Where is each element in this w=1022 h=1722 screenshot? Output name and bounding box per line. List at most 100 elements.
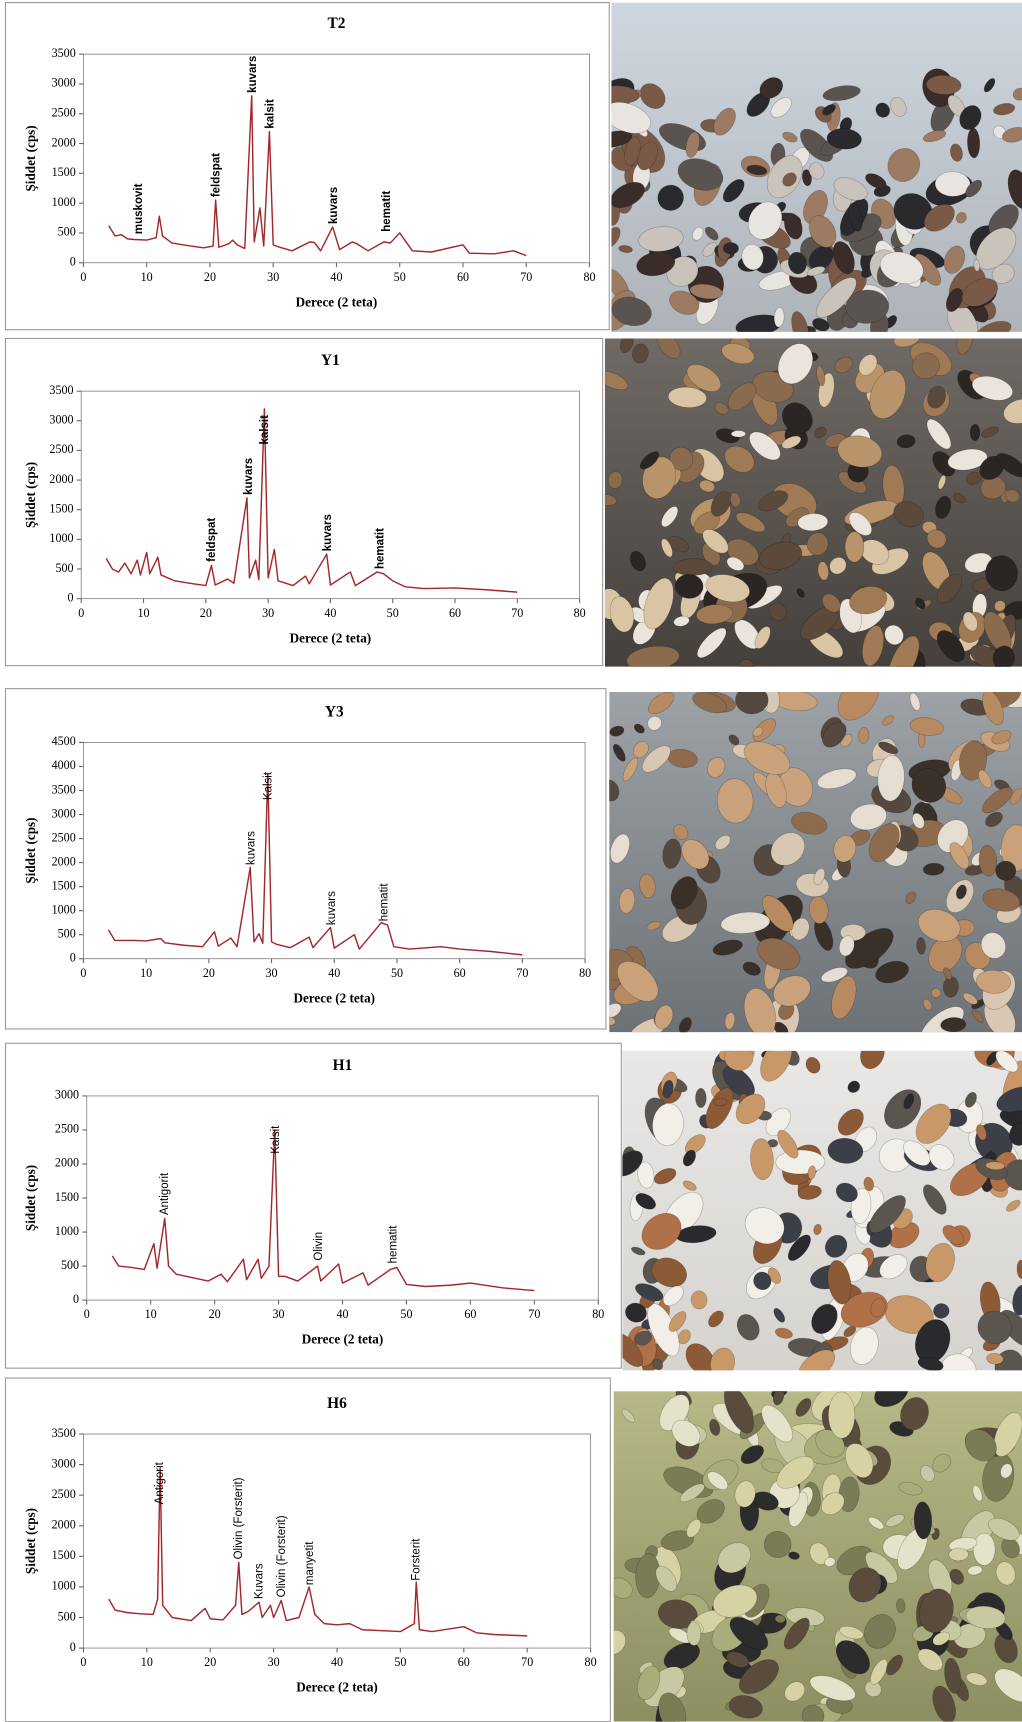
y-tick-label: 2500	[49, 442, 73, 456]
y-axis-title: Şiddet (cps)	[23, 1165, 38, 1231]
x-tick-label: 40	[336, 1307, 348, 1321]
y-tick-label: 3000	[52, 806, 76, 820]
y-tick-label: 0	[70, 950, 76, 964]
grain	[828, 1392, 855, 1439]
x-tick-label: 10	[137, 606, 149, 620]
x-tick-label: 10	[141, 270, 153, 284]
x-axis-title: Derece (2 teta)	[290, 630, 372, 645]
chart-title: T2	[327, 15, 345, 32]
y-tick-label: 1000	[52, 195, 76, 209]
photo	[599, 1372, 1022, 1722]
peak-label: kalsit	[265, 99, 277, 129]
x-tick-label: 50	[400, 1307, 412, 1321]
chart-title: Y3	[325, 703, 344, 720]
y-tick-label: 3500	[49, 383, 73, 397]
photo	[593, 323, 1022, 689]
photo	[588, 3, 1022, 348]
grain	[735, 686, 768, 715]
chart-title: H6	[327, 1395, 347, 1412]
y-tick-label: 1500	[49, 501, 73, 515]
x-tick-label: 20	[200, 606, 212, 620]
y-tick-label: 500	[58, 1609, 76, 1623]
x-tick-label: 80	[585, 1655, 597, 1669]
x-tick-label: 20	[204, 1655, 216, 1669]
panel-frame	[5, 3, 609, 330]
y-tick-label: 4500	[52, 734, 76, 748]
peak-label: feldspat	[206, 518, 218, 562]
y-tick-label: 0	[73, 1292, 79, 1306]
grain	[970, 424, 980, 440]
y-tick-label: 2500	[52, 830, 76, 844]
y-tick-label: 2000	[52, 854, 76, 868]
x-axis-title: Derece (2 teta)	[296, 294, 378, 309]
grain	[949, 1548, 969, 1561]
grain	[739, 659, 754, 671]
peak-label: kuvars	[247, 56, 259, 93]
y-tick-label: 1000	[52, 902, 76, 916]
y-tick-label: 0	[68, 590, 74, 604]
x-tick-label: 50	[387, 606, 399, 620]
y-tick-label: 3000	[52, 76, 76, 90]
peak-label: Kalsit	[262, 771, 274, 800]
x-tick-label: 60	[458, 1655, 470, 1669]
y-tick-label: 500	[55, 561, 73, 575]
peak-label: Antigorit	[159, 1172, 171, 1215]
x-tick-label: 0	[80, 966, 86, 980]
x-tick-label: 80	[583, 270, 595, 284]
x-tick-label: 20	[203, 966, 215, 980]
x-tick-label: 80	[592, 1307, 604, 1321]
peak-label: Olivin (Forsterit)	[233, 1477, 245, 1559]
x-tick-label: 30	[266, 966, 278, 980]
x-tick-label: 60	[454, 966, 466, 980]
x-tick-label: 10	[145, 1307, 157, 1321]
figure: T205001000150020002500300035000102030405…	[0, 0, 1022, 1722]
y-tick-label: 1500	[55, 1190, 79, 1204]
y-tick-label: 2500	[52, 106, 76, 120]
y-tick-label: 2000	[52, 1518, 76, 1532]
photo	[609, 1027, 1022, 1391]
y-tick-label: 2000	[52, 135, 76, 149]
peak-label: kalsit	[259, 415, 271, 445]
x-tick-label: 20	[209, 1307, 221, 1321]
x-tick-label: 60	[464, 1307, 476, 1321]
grain	[731, 430, 745, 437]
y-tick-label: 2000	[49, 472, 73, 486]
photo	[596, 668, 1022, 1050]
peak-label: hematit	[388, 1225, 400, 1264]
y-tick-label: 0	[70, 1640, 76, 1654]
x-tick-label: 10	[140, 966, 152, 980]
peak-label: Antigorit	[154, 1461, 166, 1504]
peak-label: Olivin	[313, 1232, 325, 1261]
peak-label: Kalsit	[270, 1125, 282, 1154]
y-axis-title: Şiddet (cps)	[23, 462, 38, 528]
y-tick-label: 2000	[55, 1156, 79, 1170]
y-tick-label: 2500	[52, 1487, 76, 1501]
x-tick-label: 70	[521, 1655, 533, 1669]
x-tick-label: 0	[78, 606, 84, 620]
x-tick-label: 0	[84, 1307, 90, 1321]
peak-label: hematit	[374, 528, 386, 569]
x-tick-label: 40	[324, 606, 336, 620]
peak-label: kuvars	[246, 831, 258, 865]
x-tick-label: 50	[394, 1655, 406, 1669]
x-tick-label: 50	[391, 966, 403, 980]
x-axis-title: Derece (2 teta)	[293, 990, 375, 1005]
y-tick-label: 3500	[52, 1426, 76, 1440]
x-axis-title: Derece (2 teta)	[296, 1680, 378, 1695]
y-tick-label: 3000	[55, 1088, 79, 1102]
y-tick-label: 3500	[52, 46, 76, 60]
peak-label: kuvars	[328, 187, 340, 224]
peak-label: Kuvars	[254, 1563, 266, 1599]
y-tick-label: 1000	[55, 1224, 79, 1238]
peak-label: Forsterit	[410, 1538, 422, 1581]
x-tick-label: 40	[328, 966, 340, 980]
y-tick-label: 1500	[52, 1548, 76, 1562]
x-tick-label: 70	[520, 270, 532, 284]
peak-label: kuvars	[243, 458, 255, 495]
peak-label: kuvars	[326, 891, 338, 925]
y-tick-label: 500	[61, 1258, 79, 1272]
x-tick-label: 0	[80, 1655, 86, 1669]
x-tick-label: 20	[204, 270, 216, 284]
y-tick-label: 0	[70, 254, 76, 268]
peak-label: manyetit	[304, 1541, 316, 1585]
